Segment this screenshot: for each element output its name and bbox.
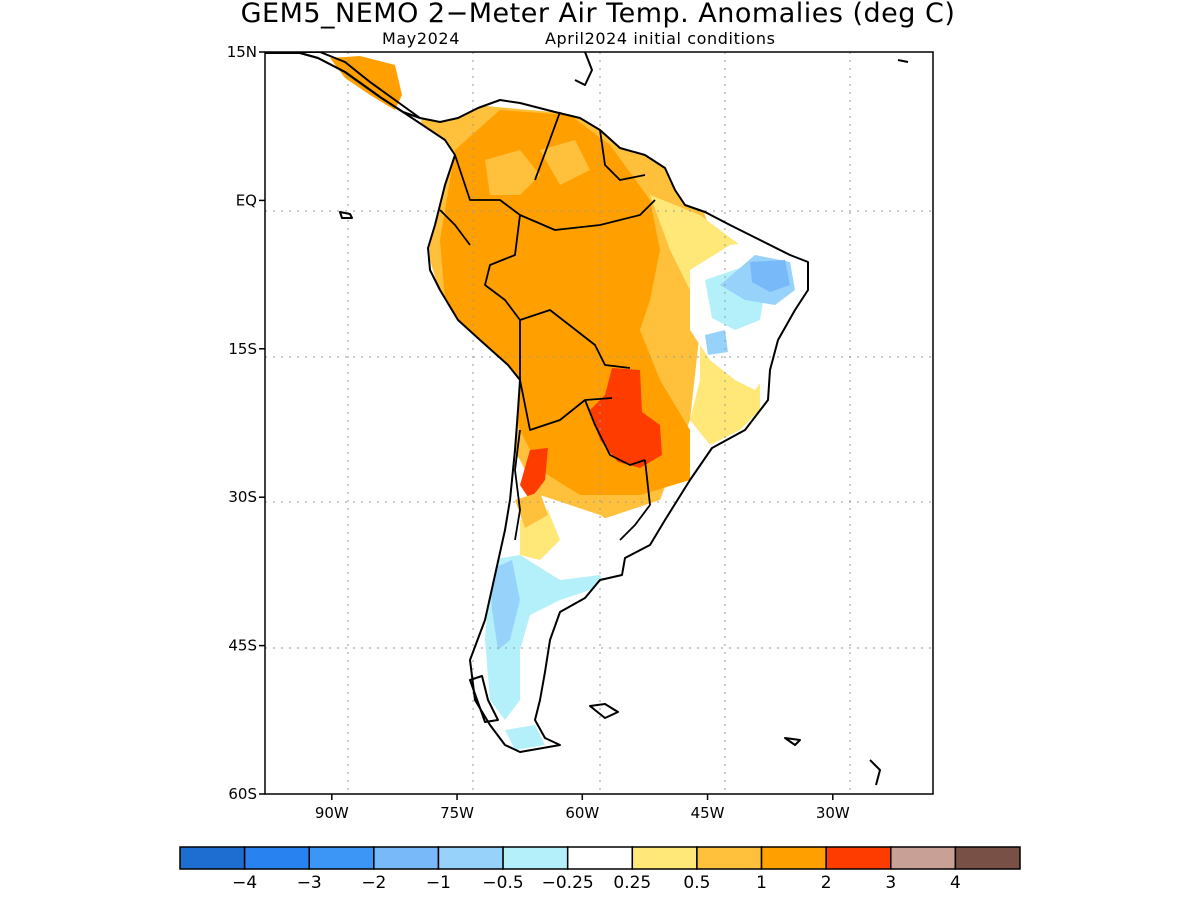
colorbar-swatch (825, 846, 892, 870)
colorbar-label: −1 (426, 873, 451, 893)
lon-tick-label: 45W (691, 804, 725, 822)
colorbar-swatch (243, 846, 310, 870)
colorbar-swatch (696, 846, 763, 870)
lon-tick-label: 60W (565, 804, 599, 822)
colorbar-label: −4 (232, 873, 257, 893)
lat-tick-label: 15N (227, 43, 257, 61)
colorbar-swatch (566, 846, 634, 870)
lon-tick-label: 90W (315, 804, 349, 822)
colorbar-label: 1 (756, 873, 767, 893)
colorbar-swatch (890, 846, 957, 870)
lat-tick-label: 30S (228, 488, 257, 506)
colorbar-swatch (308, 846, 375, 870)
country-borders (439, 111, 656, 541)
colorbar-label: 0.5 (683, 873, 710, 893)
lat-tick-label: 60S (228, 785, 257, 803)
colorbar-label: −2 (361, 873, 386, 893)
colorbar-swatch (437, 846, 504, 870)
islands (339, 59, 909, 786)
colorbar-label: −0.5 (482, 873, 523, 893)
colorbar-label: 2 (821, 873, 832, 893)
lon-tick-label: 30W (816, 804, 850, 822)
anomaly-shading (265, 52, 808, 752)
map-frame (264, 51, 934, 795)
colorbar-label: −3 (297, 873, 322, 893)
chart-title: GEM5_NEMO 2−Meter Air Temp. Anomalies (d… (241, 0, 956, 29)
lat-tick-label: 45S (228, 637, 257, 655)
colorbar-swatch (760, 846, 827, 870)
colorbar-label: −0.25 (542, 873, 594, 893)
colorbar-swatch (373, 846, 440, 870)
colorbar-label: 3 (885, 873, 896, 893)
colorbar-swatch (954, 846, 1021, 870)
colorbar-swatch (631, 846, 698, 870)
latitude-axis: 15N EQ 15S 30S 45S 60S (227, 43, 265, 803)
forecast-month: May2024 (382, 29, 460, 48)
colorbar-swatch (179, 846, 246, 870)
colorbar-swatch (502, 846, 569, 870)
colorbar-label: 0.25 (613, 873, 651, 893)
caribbean-coast (574, 52, 593, 86)
initial-conditions-label: April2024 initial conditions (545, 29, 776, 48)
lat-tick-label: 15S (228, 340, 257, 358)
colorbar-label: 4 (950, 873, 961, 893)
map-area (265, 52, 933, 794)
lon-tick-label: 75W (440, 804, 474, 822)
longitude-axis: 90W 75W 60W 45W 30W (315, 794, 850, 822)
central-america-coastline (265, 52, 421, 119)
lat-tick-label: EQ (236, 191, 257, 209)
colorbar: −4 −3 −2 −1 −0.5 −0.25 0.25 0.5 1 2 3 4 (179, 846, 1021, 893)
